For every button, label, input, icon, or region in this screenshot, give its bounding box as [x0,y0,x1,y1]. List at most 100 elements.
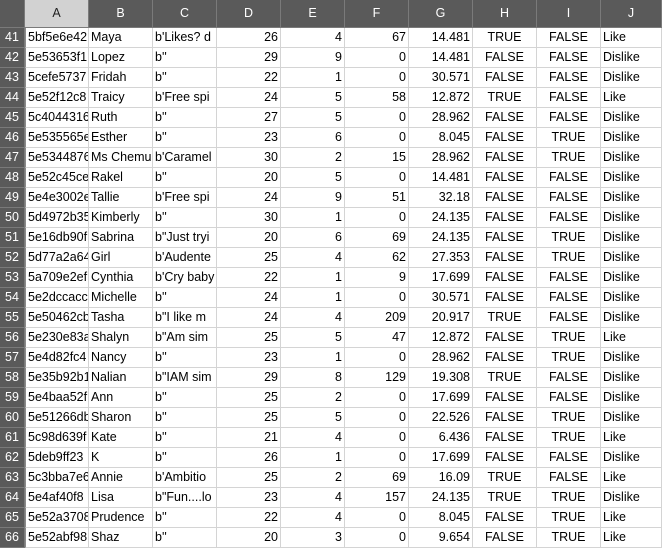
cell-g[interactable]: 8.045 [409,128,473,148]
cell-e[interactable]: 1 [281,68,345,88]
cell-i[interactable]: FALSE [537,308,601,328]
cell-h[interactable]: FALSE [473,148,537,168]
cell-f[interactable]: 0 [345,288,409,308]
cell-j[interactable]: Dislike [601,188,662,208]
row-header[interactable]: 56 [0,328,25,348]
cell-age[interactable]: 30 [217,148,281,168]
cell-g[interactable]: 17.699 [409,388,473,408]
cell-f[interactable]: 0 [345,48,409,68]
cell-bio[interactable]: b'' [153,388,217,408]
cell-f[interactable]: 51 [345,188,409,208]
cell-j[interactable]: Dislike [601,48,662,68]
cell-id[interactable]: 5c4044316 [25,108,89,128]
cell-age[interactable]: 30 [217,208,281,228]
cell-h[interactable]: FALSE [473,188,537,208]
cell-name[interactable]: Cynthia [89,268,153,288]
cell-j[interactable]: Dislike [601,288,662,308]
cell-age[interactable]: 25 [217,468,281,488]
cell-g[interactable]: 24.135 [409,488,473,508]
cell-j[interactable]: Like [601,528,662,548]
cell-i[interactable]: FALSE [537,468,601,488]
cell-id[interactable]: 5e535565e [25,128,89,148]
cell-name[interactable]: K [89,448,153,468]
cell-f[interactable]: 0 [345,528,409,548]
cell-bio[interactable]: b'Cry baby [153,268,217,288]
cell-bio[interactable]: b'' [153,168,217,188]
cell-name[interactable]: Kimberly [89,208,153,228]
cell-h[interactable]: FALSE [473,288,537,308]
cell-age[interactable]: 29 [217,368,281,388]
cell-g[interactable]: 16.09 [409,468,473,488]
row-header[interactable]: 64 [0,488,25,508]
row-header[interactable]: 49 [0,188,25,208]
cell-age[interactable]: 25 [217,248,281,268]
cell-age[interactable]: 29 [217,48,281,68]
cell-e[interactable]: 4 [281,428,345,448]
cell-name[interactable]: Michelle [89,288,153,308]
cell-e[interactable]: 4 [281,308,345,328]
cell-f[interactable]: 129 [345,368,409,388]
cell-g[interactable]: 28.962 [409,348,473,368]
cell-g[interactable]: 30.571 [409,68,473,88]
column-header-c[interactable]: C [153,0,217,28]
row-header[interactable]: 58 [0,368,25,388]
cell-id[interactable]: 5e4af40f8 [25,488,89,508]
cell-id[interactable]: 5e4baa52f [25,388,89,408]
cell-age[interactable]: 26 [217,448,281,468]
cell-i[interactable]: FALSE [537,388,601,408]
row-header[interactable]: 55 [0,308,25,328]
row-header[interactable]: 63 [0,468,25,488]
row-header[interactable]: 51 [0,228,25,248]
cell-g[interactable]: 17.699 [409,268,473,288]
cell-id[interactable]: 5e53653f1 [25,48,89,68]
cell-id[interactable]: 5d77a2a64 [25,248,89,268]
cell-id[interactable]: 5e51266db [25,408,89,428]
cell-name[interactable]: Lisa [89,488,153,508]
cell-bio[interactable]: b'' [153,128,217,148]
cell-h[interactable]: TRUE [473,308,537,328]
cell-e[interactable]: 5 [281,88,345,108]
cell-g[interactable]: 19.308 [409,368,473,388]
cell-bio[interactable]: b'' [153,208,217,228]
cell-age[interactable]: 20 [217,168,281,188]
cell-name[interactable]: Annie [89,468,153,488]
cell-j[interactable]: Dislike [601,148,662,168]
cell-e[interactable]: 4 [281,248,345,268]
cell-g[interactable]: 14.481 [409,168,473,188]
cell-h[interactable]: FALSE [473,228,537,248]
cell-j[interactable]: Dislike [601,228,662,248]
cell-age[interactable]: 25 [217,388,281,408]
cell-id[interactable]: 5e2dccacc [25,288,89,308]
cell-e[interactable]: 4 [281,28,345,48]
cell-e[interactable]: 3 [281,528,345,548]
row-header[interactable]: 57 [0,348,25,368]
cell-age[interactable]: 27 [217,108,281,128]
cell-j[interactable]: Dislike [601,388,662,408]
cell-j[interactable]: Dislike [601,208,662,228]
cell-j[interactable]: Like [601,468,662,488]
cell-j[interactable]: Like [601,328,662,348]
cell-age[interactable]: 22 [217,68,281,88]
cell-e[interactable]: 9 [281,188,345,208]
cell-age[interactable]: 24 [217,308,281,328]
cell-j[interactable]: Dislike [601,348,662,368]
cell-bio[interactable]: b'' [153,68,217,88]
cell-bio[interactable]: b'Free spi [153,88,217,108]
cell-age[interactable]: 25 [217,408,281,428]
cell-g[interactable]: 27.353 [409,248,473,268]
cell-name[interactable]: Traicy [89,88,153,108]
cell-f[interactable]: 58 [345,88,409,108]
cell-bio[interactable]: b"Just tryi [153,228,217,248]
cell-g[interactable]: 9.654 [409,528,473,548]
row-header[interactable]: 42 [0,48,25,68]
cell-i[interactable]: TRUE [537,228,601,248]
cell-name[interactable]: Esther [89,128,153,148]
cell-g[interactable]: 17.699 [409,448,473,468]
cell-age[interactable]: 24 [217,88,281,108]
cell-i[interactable]: TRUE [537,508,601,528]
cell-id[interactable]: 5cefe5737 [25,68,89,88]
cell-g[interactable]: 12.872 [409,328,473,348]
cell-i[interactable]: TRUE [537,248,601,268]
cell-bio[interactable]: b'' [153,448,217,468]
cell-name[interactable]: Sabrina [89,228,153,248]
